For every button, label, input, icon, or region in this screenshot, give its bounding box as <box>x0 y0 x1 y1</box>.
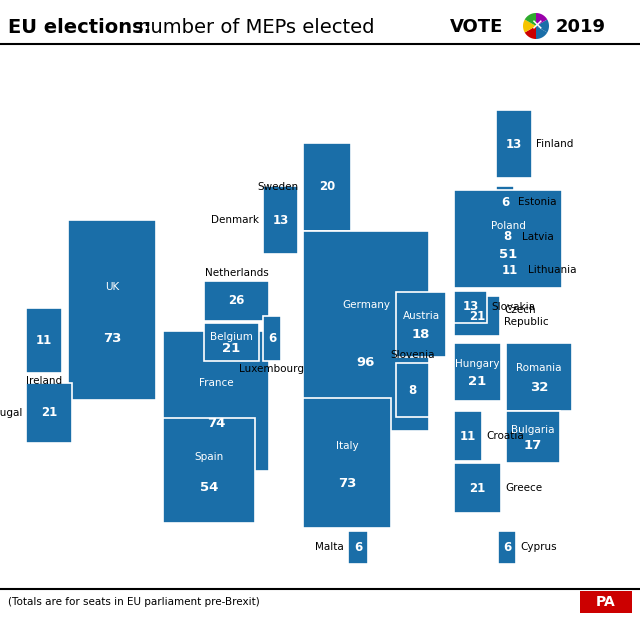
Text: Denmark: Denmark <box>211 215 259 225</box>
Bar <box>303 398 391 528</box>
Bar <box>163 331 269 471</box>
Text: Ireland: Ireland <box>26 376 62 386</box>
Text: Slovenia: Slovenia <box>390 350 435 360</box>
Text: 6: 6 <box>268 332 276 345</box>
Bar <box>580 591 632 613</box>
Polygon shape <box>523 20 536 33</box>
Bar <box>263 186 298 254</box>
Text: 54: 54 <box>200 481 218 494</box>
Text: Bulgaria: Bulgaria <box>511 425 555 435</box>
Text: 18: 18 <box>412 328 430 341</box>
Text: PA: PA <box>596 595 616 609</box>
Bar <box>496 110 532 178</box>
Text: 13: 13 <box>506 138 522 151</box>
Text: 6: 6 <box>354 541 362 554</box>
Text: 21: 21 <box>469 481 486 494</box>
Bar <box>454 291 487 323</box>
Bar <box>26 383 72 443</box>
Text: Estonia: Estonia <box>518 197 557 207</box>
Text: Italy: Italy <box>336 441 358 451</box>
Text: Lithuania: Lithuania <box>528 265 577 275</box>
Text: Latvia: Latvia <box>522 232 554 242</box>
Text: 96: 96 <box>357 357 375 370</box>
Text: Malta: Malta <box>316 542 344 552</box>
Text: 8: 8 <box>503 231 511 244</box>
Bar <box>498 531 516 564</box>
Bar <box>454 190 562 288</box>
Text: Poland: Poland <box>491 222 525 231</box>
Text: 6: 6 <box>503 541 511 554</box>
Text: Romania: Romania <box>516 363 562 373</box>
Text: Belgium: Belgium <box>210 332 253 342</box>
Bar <box>26 308 62 373</box>
Text: 11: 11 <box>502 263 518 276</box>
Text: VOTE: VOTE <box>450 18 504 36</box>
Text: number of MEPs elected: number of MEPs elected <box>132 18 374 37</box>
Bar <box>303 231 429 431</box>
Polygon shape <box>525 26 536 39</box>
Bar <box>163 418 255 523</box>
Bar <box>496 256 524 284</box>
Text: Spain: Spain <box>195 452 223 462</box>
Text: UK: UK <box>105 281 119 292</box>
Text: Finland: Finland <box>536 139 573 149</box>
Text: Portugal: Portugal <box>0 408 22 418</box>
Text: ✕: ✕ <box>530 19 542 33</box>
Text: 11: 11 <box>460 429 476 442</box>
Text: 2019: 2019 <box>556 18 606 36</box>
Bar <box>204 281 269 321</box>
Text: EU elections:: EU elections: <box>8 18 152 37</box>
Text: 8: 8 <box>408 384 417 397</box>
Text: Sweden: Sweden <box>258 182 299 192</box>
Polygon shape <box>536 20 549 33</box>
Polygon shape <box>525 13 536 26</box>
Polygon shape <box>536 13 547 26</box>
Text: Germany: Germany <box>342 300 390 310</box>
Text: 17: 17 <box>524 439 542 452</box>
Bar <box>204 323 259 361</box>
Text: Greece: Greece <box>505 483 542 493</box>
Bar <box>506 411 560 463</box>
Bar <box>263 316 281 361</box>
Bar <box>396 292 446 357</box>
Text: 51: 51 <box>499 248 517 261</box>
Text: 13: 13 <box>462 300 479 313</box>
Text: 26: 26 <box>228 294 244 307</box>
Text: Netherlands: Netherlands <box>205 268 268 278</box>
Bar <box>454 411 482 461</box>
Text: Austria: Austria <box>403 311 440 321</box>
Text: 6: 6 <box>501 196 509 209</box>
Text: 11: 11 <box>36 334 52 347</box>
Text: France: France <box>198 378 234 388</box>
Text: 74: 74 <box>207 417 225 430</box>
Bar <box>68 220 156 400</box>
Bar <box>454 343 501 401</box>
Bar <box>506 343 572 411</box>
Bar <box>303 143 351 231</box>
Text: 73: 73 <box>338 478 356 491</box>
Text: 73: 73 <box>103 333 121 346</box>
Text: Czech
Republic: Czech Republic <box>504 305 548 327</box>
Text: Hungary: Hungary <box>455 360 500 370</box>
Text: 20: 20 <box>319 181 335 194</box>
Text: (Totals are for seats in EU parliament pre-Brexit): (Totals are for seats in EU parliament p… <box>8 597 260 607</box>
Text: Cyprus: Cyprus <box>520 542 557 552</box>
Text: Luxembourg: Luxembourg <box>239 364 305 374</box>
Text: Croatia: Croatia <box>486 431 524 441</box>
Text: 13: 13 <box>273 213 289 226</box>
Text: 32: 32 <box>530 381 548 394</box>
Bar <box>348 531 368 564</box>
Bar <box>496 223 518 251</box>
Text: 21: 21 <box>41 407 57 420</box>
Polygon shape <box>536 26 547 39</box>
Bar <box>396 363 429 417</box>
Text: 21: 21 <box>222 342 241 355</box>
Bar <box>496 186 514 218</box>
Text: 21: 21 <box>469 310 485 323</box>
Text: 21: 21 <box>468 375 486 387</box>
Text: Slovakia: Slovakia <box>491 302 535 312</box>
Bar <box>454 296 500 336</box>
Bar <box>454 463 501 513</box>
